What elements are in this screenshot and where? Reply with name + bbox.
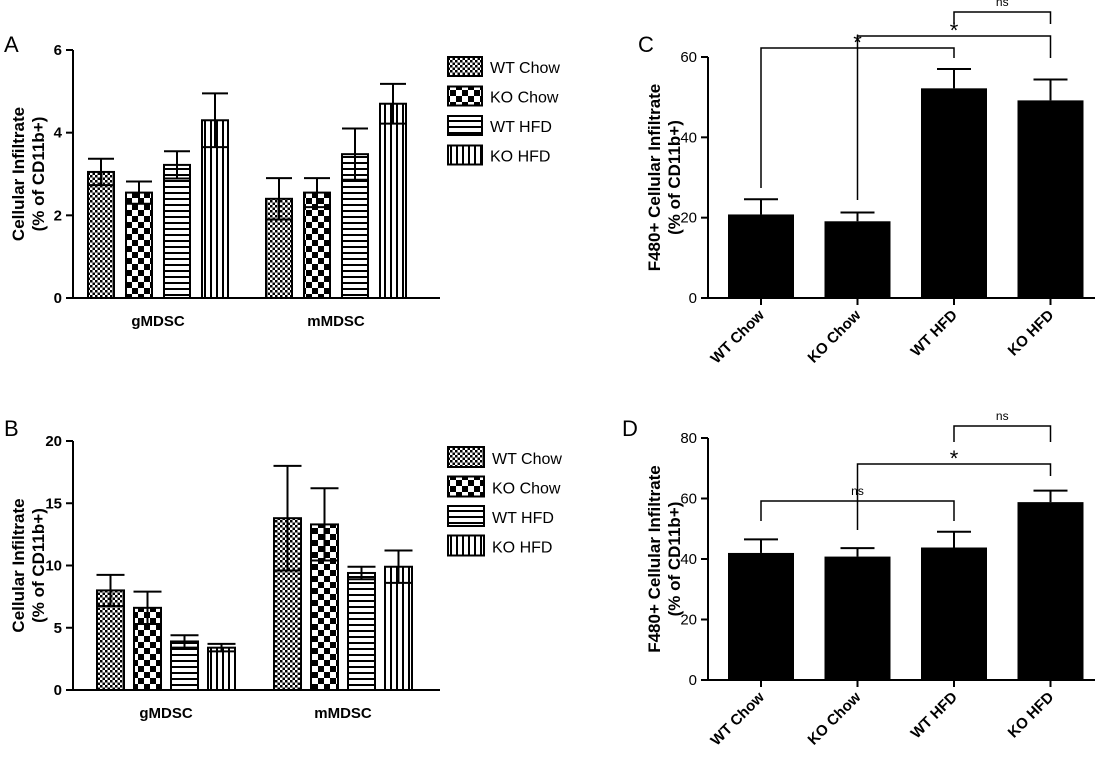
legend-label: KO Chow (490, 90, 559, 107)
y-tick-label: 20 (680, 210, 697, 227)
significance-label: ns (996, 409, 1009, 423)
y-tick-label: 10 (45, 558, 62, 575)
bar (87, 170, 115, 299)
x-category-label: mMDSC (314, 705, 372, 722)
y-tick-label: 5 (54, 620, 62, 637)
x-category-label: KO Chow (805, 307, 865, 367)
legend-swatch (447, 505, 485, 527)
y-axis-label: Cellular Infiltrate(% of CD11b+) (9, 498, 48, 632)
y-axis-label-line: F480+ Cellular Infiltrate (645, 84, 664, 272)
bar (1017, 100, 1084, 298)
panel-label-c: C (638, 32, 654, 57)
y-tick-label: 20 (45, 433, 62, 450)
significance-label: * (950, 446, 959, 471)
legend-swatch (447, 56, 483, 77)
y-axis-label-line: (% of CD11b+) (665, 120, 684, 235)
y-tick-label: 80 (680, 430, 697, 447)
legend-swatch (447, 534, 485, 557)
bar (303, 191, 331, 300)
x-category-label: gMDSC (131, 313, 184, 330)
y-axis-label-line: Cellular Infiltrate (9, 498, 28, 632)
y-axis-label: F480+ Cellular Infiltrate(% of CD11b+) (645, 84, 684, 272)
significance-bracket (856, 463, 1052, 530)
y-tick-label: 0 (54, 682, 62, 699)
y-axis-label-line: Cellular Infiltrate (9, 107, 28, 241)
y-tick-label: 40 (680, 129, 697, 146)
bar (728, 214, 794, 298)
x-category-label: KO HFD (1005, 689, 1058, 742)
significance-label: ns (996, 0, 1009, 9)
chart-panel-c: 0 20 40 60 F480+ Cellular Infiltrate(% of CD… (645, 0, 1095, 367)
x-category-label: KO Chow (805, 689, 865, 749)
bar (125, 191, 153, 300)
legend-label: KO HFD (490, 149, 550, 166)
legend-swatch (447, 144, 483, 166)
y-axis-label: F480+ Cellular Infiltrate(% of CD11b+) (645, 465, 684, 653)
chart-panel-d: 0 20 40 60 80 F480+ Cellular Infiltrate(% of … (645, 409, 1095, 749)
y-tick-label: 40 (680, 551, 697, 568)
bar (921, 547, 987, 680)
y-tick-label: 0 (689, 672, 697, 689)
bar (1017, 502, 1084, 680)
x-category-label: KO HFD (1005, 307, 1058, 360)
legend-swatch (447, 446, 485, 468)
legend-label: KO HFD (492, 540, 552, 557)
bar (384, 565, 413, 691)
legend-label: WT HFD (490, 119, 552, 136)
panel-label-b: B (4, 416, 19, 441)
bar (379, 102, 407, 299)
significance-label: * (950, 18, 959, 43)
y-axis-label-line: (% of CD11b+) (29, 117, 48, 232)
significance-bracket (953, 425, 1052, 442)
panel-label-d: D (622, 416, 638, 441)
y-tick-label: 60 (680, 49, 697, 66)
x-category-label: WT Chow (707, 689, 768, 750)
significance-bracket (953, 11, 1052, 24)
bar (207, 646, 236, 691)
y-axis-label-line: F480+ Cellular Infiltrate (645, 465, 664, 653)
bar (921, 88, 987, 298)
x-category-label: gMDSC (139, 705, 192, 722)
y-tick-label: 0 (54, 290, 62, 307)
x-category-label: WT Chow (707, 307, 768, 368)
legend-label: WT Chow (490, 60, 560, 77)
bar (170, 640, 199, 692)
y-tick-label: 15 (45, 495, 62, 512)
x-category-label: WT HFD (908, 689, 961, 742)
significance-bracket (856, 35, 1052, 200)
y-axis-label-line: (% of CD11b+) (665, 502, 684, 617)
legend-label: KO Chow (492, 481, 561, 498)
bar (163, 163, 191, 299)
y-tick-label: 60 (680, 491, 697, 508)
legend-swatch (447, 85, 483, 107)
chart-panel-a: 0 2 4 6 Cellular Infiltrate(% of CD11b+) gMDS… (9, 42, 560, 330)
x-category-label: mMDSC (307, 313, 365, 330)
legend-swatch (447, 475, 485, 498)
y-axis-label-line: (% of CD11b+) (29, 508, 48, 623)
chart-panel-b: 0 5 10 15 20 Cellular Infiltrate(% of CD11b+)… (9, 433, 562, 722)
bar (824, 556, 891, 680)
y-axis-label: Cellular Infiltrate(% of CD11b+) (9, 107, 48, 241)
legend-label: WT Chow (492, 451, 562, 468)
y-tick-label: 6 (54, 42, 62, 59)
bar (347, 571, 376, 691)
legend-label: WT HFD (492, 510, 554, 527)
y-tick-label: 0 (689, 290, 697, 307)
legend-swatch (447, 115, 483, 136)
y-tick-label: 4 (54, 125, 63, 142)
bar (728, 552, 794, 680)
x-category-label: WT HFD (908, 307, 961, 360)
panel-label-a: A (4, 32, 19, 57)
y-tick-label: 20 (680, 612, 697, 629)
bar (824, 221, 891, 298)
bar (96, 589, 125, 692)
y-tick-label: 2 (54, 207, 62, 224)
